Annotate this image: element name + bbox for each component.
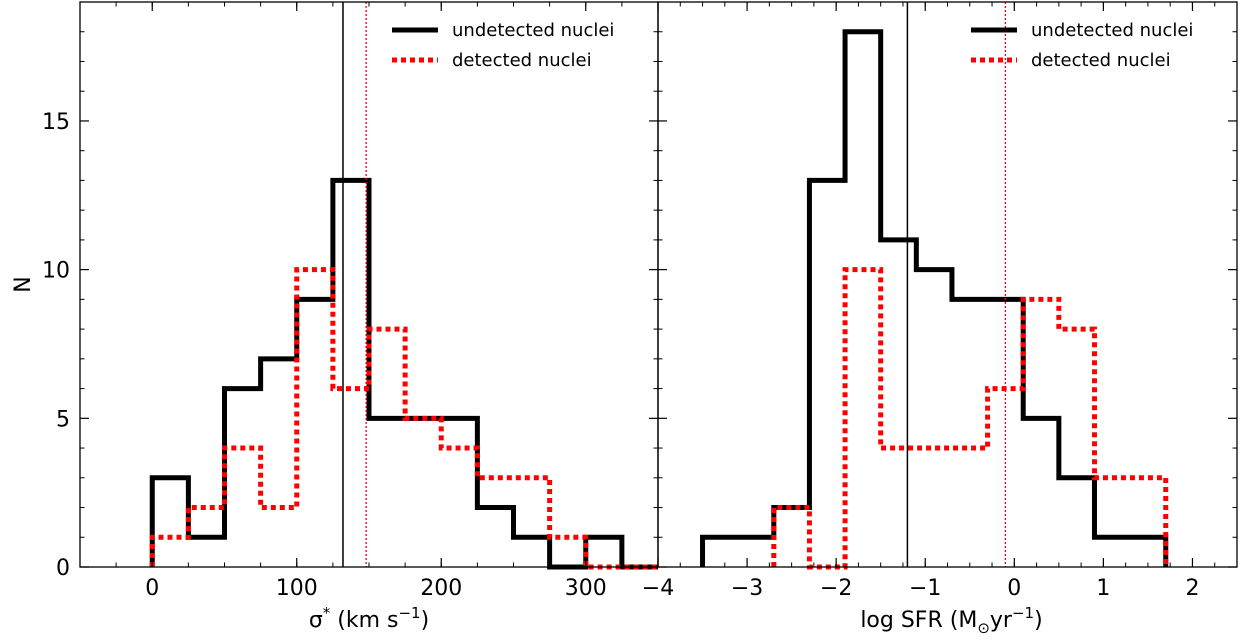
histogram-undetected <box>700 29 1169 567</box>
x-axis-label: σ* (km s−1) <box>309 604 429 633</box>
legend-label-detected: detected nuclei <box>452 50 592 71</box>
x-tick-label: 300 <box>565 576 607 601</box>
x-tick-label: −3 <box>731 576 763 601</box>
x-tick-label: 100 <box>276 576 318 601</box>
x-tick-label: 0 <box>145 576 159 601</box>
legend-label-undetected: undetected nuclei <box>1031 20 1193 41</box>
y-tick-label: 5 <box>56 407 70 432</box>
y-tick-label: 15 <box>42 110 70 135</box>
legend-label-detected: detected nuclei <box>1031 50 1171 71</box>
x-tick-label: −4 <box>642 576 674 601</box>
legend-label-undetected: undetected nuclei <box>452 20 614 41</box>
right-panel: −4 −3 −2 −1 0 1 2 log SFR (M⊙yr−1) undetected nu… <box>642 1 1238 637</box>
y-tick-label: 10 <box>42 259 70 284</box>
y-axis-label: N <box>11 276 36 292</box>
x-tick-label: −2 <box>820 576 852 601</box>
x-axis-label: log SFR (M⊙yr−1) <box>860 604 1042 637</box>
histogram-detected <box>149 267 658 570</box>
axes-frame <box>657 1 1238 568</box>
x-tick-label: 200 <box>420 576 462 601</box>
x-tick-label: −1 <box>909 576 941 601</box>
y-tick-label: 0 <box>56 556 70 581</box>
x-tick-label: 0 <box>1007 576 1021 601</box>
x-tick-label: 2 <box>1185 576 1199 601</box>
histogram-detected <box>771 267 1169 570</box>
x-tick-label: 1 <box>1096 576 1110 601</box>
